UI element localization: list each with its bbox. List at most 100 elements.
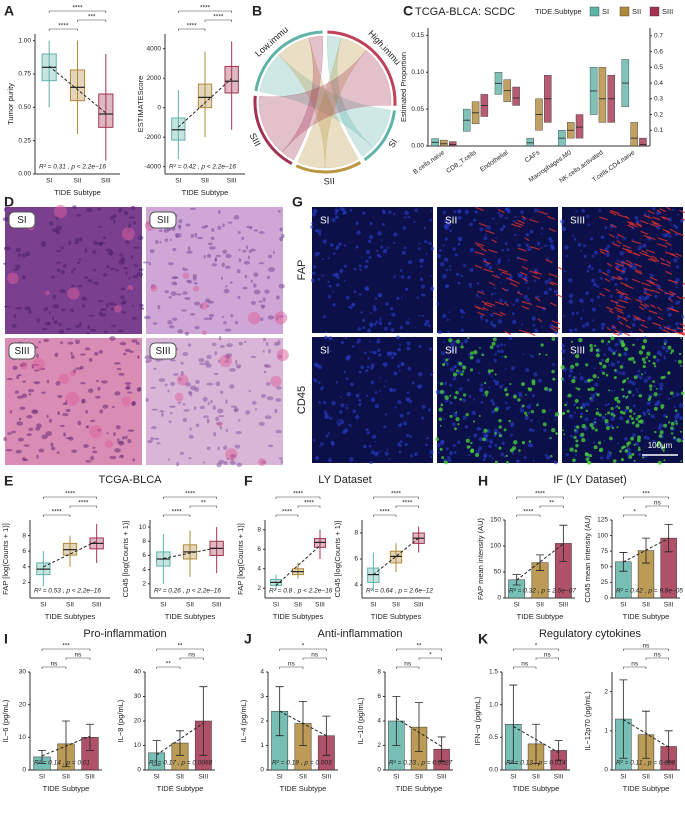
texture (670, 426, 674, 430)
texture (275, 386, 282, 390)
texture (631, 240, 642, 245)
texture (468, 445, 471, 448)
texture (337, 419, 340, 422)
texture (406, 433, 410, 437)
texture (26, 433, 33, 437)
texture (206, 446, 211, 451)
texture (57, 394, 63, 399)
texture (670, 248, 672, 251)
texture (525, 393, 527, 396)
texture (649, 223, 658, 228)
texture (86, 425, 89, 428)
x-tick-label: SIII (664, 602, 674, 609)
texture (71, 449, 78, 454)
texture (556, 315, 559, 318)
texture (462, 393, 467, 397)
texture (45, 290, 50, 296)
texture (446, 362, 449, 366)
texture (624, 277, 628, 281)
texture (376, 339, 381, 344)
texture (679, 430, 683, 433)
texture (620, 282, 629, 287)
texture (223, 445, 228, 450)
texture (51, 275, 55, 279)
texture (533, 208, 539, 213)
texture (592, 328, 596, 332)
texture (483, 433, 488, 439)
texture (322, 239, 327, 244)
y-tick-label: 8 (377, 669, 381, 676)
texture (167, 458, 171, 461)
texture (598, 269, 602, 273)
x-tick-label: SIII (414, 602, 424, 609)
texture (245, 245, 249, 250)
texture (575, 354, 580, 359)
texture (390, 328, 395, 332)
texture (208, 317, 213, 321)
box (448, 141, 457, 147)
texture (77, 261, 80, 264)
texture (504, 302, 510, 307)
comparison-bracket (645, 657, 669, 660)
texture (88, 314, 96, 317)
texture (207, 242, 213, 246)
texture (164, 290, 169, 294)
texture (209, 246, 216, 250)
texture (626, 377, 629, 380)
texture (126, 385, 131, 390)
texture (392, 351, 397, 357)
texture (243, 340, 247, 344)
texture (465, 438, 470, 443)
texture (38, 448, 45, 453)
y-tick-label: 100 (597, 532, 608, 539)
texture (430, 210, 433, 212)
panel-letter: I (4, 631, 8, 647)
texture (179, 451, 184, 455)
texture (623, 352, 628, 356)
texture (206, 253, 212, 259)
texture (636, 257, 638, 259)
texture (169, 325, 175, 329)
texture (365, 394, 368, 397)
significance-label: **** (187, 23, 198, 30)
texture (484, 390, 489, 395)
trend-line (156, 722, 204, 756)
texture (444, 219, 448, 223)
texture (187, 343, 192, 347)
comparison-bracket (43, 514, 71, 517)
texture (651, 255, 658, 260)
texture (88, 357, 93, 362)
texture (54, 352, 59, 358)
texture (352, 409, 356, 413)
error-bar (176, 730, 184, 756)
texture (637, 435, 642, 440)
texture (404, 216, 407, 219)
texture (592, 319, 594, 322)
texture (150, 284, 158, 292)
texture (378, 321, 383, 326)
texture (133, 221, 136, 225)
texture (630, 331, 633, 333)
y-tick-label: 40 (134, 669, 142, 676)
texture (554, 412, 560, 417)
comparison-bracket (623, 666, 647, 669)
texture (568, 293, 574, 299)
texture (229, 384, 235, 389)
texture (581, 208, 586, 213)
texture (13, 314, 17, 319)
texture (83, 276, 89, 279)
texture (70, 284, 76, 288)
texture (612, 459, 617, 463)
y-tick-label: 4 (354, 582, 358, 589)
texture (581, 437, 586, 443)
texture (652, 361, 656, 366)
texture (546, 244, 549, 247)
texture (441, 456, 445, 460)
texture (570, 340, 573, 343)
texture (659, 430, 664, 435)
texture (152, 322, 158, 325)
annotation: R² = 0.64 , p = 2.6e−12 (366, 588, 433, 595)
texture (470, 351, 474, 355)
texture (549, 324, 554, 329)
texture (36, 318, 40, 323)
